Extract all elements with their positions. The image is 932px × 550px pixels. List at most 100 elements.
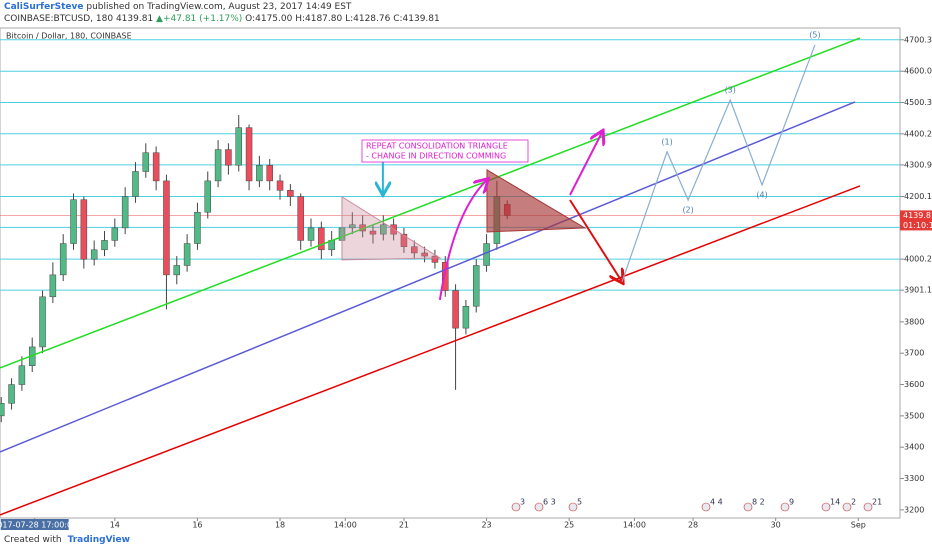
event-icon bbox=[568, 502, 578, 512]
event-icon bbox=[701, 502, 711, 512]
candle-body bbox=[8, 384, 15, 404]
candle-body bbox=[369, 230, 377, 235]
candle-body bbox=[431, 255, 439, 263]
y-tick-label: 4400.27 bbox=[904, 129, 932, 138]
candle-body bbox=[483, 243, 490, 266]
candle-body bbox=[400, 233, 408, 247]
candle-body bbox=[411, 246, 418, 254]
price: 4139.81 bbox=[115, 14, 154, 24]
brand[interactable]: TradingView bbox=[67, 535, 130, 545]
candle-body bbox=[18, 365, 26, 385]
wave-label: (5) bbox=[809, 30, 820, 39]
author[interactable]: CaliSurferSteve bbox=[4, 2, 84, 12]
candle-body bbox=[349, 224, 356, 229]
x-tick-label: 14:00 bbox=[623, 521, 646, 530]
countdown: 01:10:18 bbox=[903, 221, 932, 230]
x-tick-label: Sep bbox=[851, 521, 866, 530]
x-tick-label: 28 bbox=[688, 521, 698, 530]
candle-body bbox=[101, 240, 108, 251]
candle-body bbox=[245, 127, 253, 182]
wave-label: (1) bbox=[661, 137, 672, 146]
y-tick-label: 4300.98 bbox=[904, 160, 932, 169]
x-tick-highlight bbox=[0, 519, 69, 530]
candle-body bbox=[152, 152, 160, 182]
y-tick-label: 3600 bbox=[904, 380, 924, 389]
candle-body bbox=[472, 265, 480, 307]
candle-body bbox=[0, 403, 5, 417]
last-price-label: 4139.81 bbox=[903, 211, 932, 220]
y-tick-label: 3200 bbox=[904, 505, 924, 514]
candle-body bbox=[173, 265, 181, 276]
candle-body bbox=[256, 164, 263, 182]
event-icon bbox=[511, 502, 521, 512]
trend-line bbox=[0, 185, 861, 516]
candle-body bbox=[442, 262, 449, 291]
y-tick-label: 4500.37 bbox=[904, 98, 932, 107]
event-label: 4 4 bbox=[710, 498, 723, 507]
candle-body bbox=[194, 211, 201, 244]
event-icon bbox=[780, 502, 790, 512]
symbol: COINBASE:BTCUSD, 180 bbox=[4, 14, 114, 24]
candle-body bbox=[452, 290, 459, 329]
plot-frame bbox=[0, 27, 901, 519]
trend-line bbox=[0, 101, 856, 453]
candle-body bbox=[421, 252, 428, 257]
arrow bbox=[438, 180, 487, 301]
candle-body bbox=[70, 199, 77, 244]
y-tick-label: 3700 bbox=[904, 349, 924, 358]
publish-line: CaliSurferSteve published on TradingView… bbox=[4, 2, 351, 12]
wave-label: (3) bbox=[725, 86, 736, 95]
quote-line: COINBASE:BTCUSD, 180 4139.81 ▲+47.81 (+1… bbox=[4, 14, 440, 24]
x-tick-label: 18 bbox=[275, 521, 285, 530]
candle-body bbox=[49, 274, 57, 298]
candle-body bbox=[80, 199, 88, 260]
note-text: REPEAT CONSOLIDATION TRIANGLE bbox=[366, 142, 508, 151]
footer: Created with TradingView bbox=[4, 535, 130, 545]
x-tick-label: 23 bbox=[481, 521, 491, 530]
candle-body bbox=[183, 243, 191, 266]
x-tick-label: 14:00 bbox=[334, 521, 357, 530]
x-tick-label: 21 bbox=[399, 521, 409, 530]
candle-body bbox=[380, 224, 387, 235]
candle-body bbox=[163, 180, 170, 276]
y-tick-label: 3901.18 bbox=[904, 286, 932, 295]
event-icon bbox=[743, 502, 753, 512]
candle-body bbox=[307, 227, 315, 241]
candle-body bbox=[297, 196, 304, 241]
trend-line bbox=[0, 37, 861, 369]
arrow bbox=[569, 132, 602, 196]
event-label: 9 bbox=[789, 498, 794, 507]
event-label: 5 bbox=[577, 498, 582, 507]
candle-body bbox=[121, 196, 129, 229]
triangle bbox=[486, 169, 587, 233]
candle-body bbox=[276, 180, 284, 191]
event-label: 21 bbox=[872, 498, 882, 507]
created-with: Created with bbox=[4, 535, 62, 545]
x-tick-label: 2017-07-28 17:00:00 bbox=[0, 521, 77, 530]
y-tick-label: 4000.21 bbox=[904, 255, 932, 264]
candle-body bbox=[142, 152, 150, 172]
event-icon bbox=[863, 502, 873, 512]
triangle bbox=[341, 195, 442, 261]
x-tick-label: 30 bbox=[771, 521, 781, 530]
change: ▲+47.81 (+1.17%) bbox=[156, 14, 243, 24]
candle-body bbox=[204, 180, 212, 213]
event-icon bbox=[821, 502, 831, 512]
y-tick-label: 3300 bbox=[904, 474, 924, 483]
candle-body bbox=[39, 296, 46, 348]
published: published on TradingView.com, August 23,… bbox=[86, 2, 352, 12]
event-icon bbox=[534, 502, 544, 512]
event-icon bbox=[842, 502, 852, 512]
last-price-box bbox=[900, 210, 932, 231]
candle-body bbox=[132, 171, 139, 197]
event-label: 8 2 bbox=[752, 498, 765, 507]
y-tick-label: 4200.11 bbox=[904, 192, 932, 201]
y-tick-label: 3400 bbox=[904, 443, 924, 452]
candle-body bbox=[214, 149, 222, 182]
candle-body bbox=[225, 149, 232, 166]
candle-body bbox=[111, 227, 119, 241]
y-tick-label: 4600.03 bbox=[904, 67, 932, 76]
candle-body bbox=[235, 127, 242, 166]
candle-body bbox=[318, 227, 325, 251]
